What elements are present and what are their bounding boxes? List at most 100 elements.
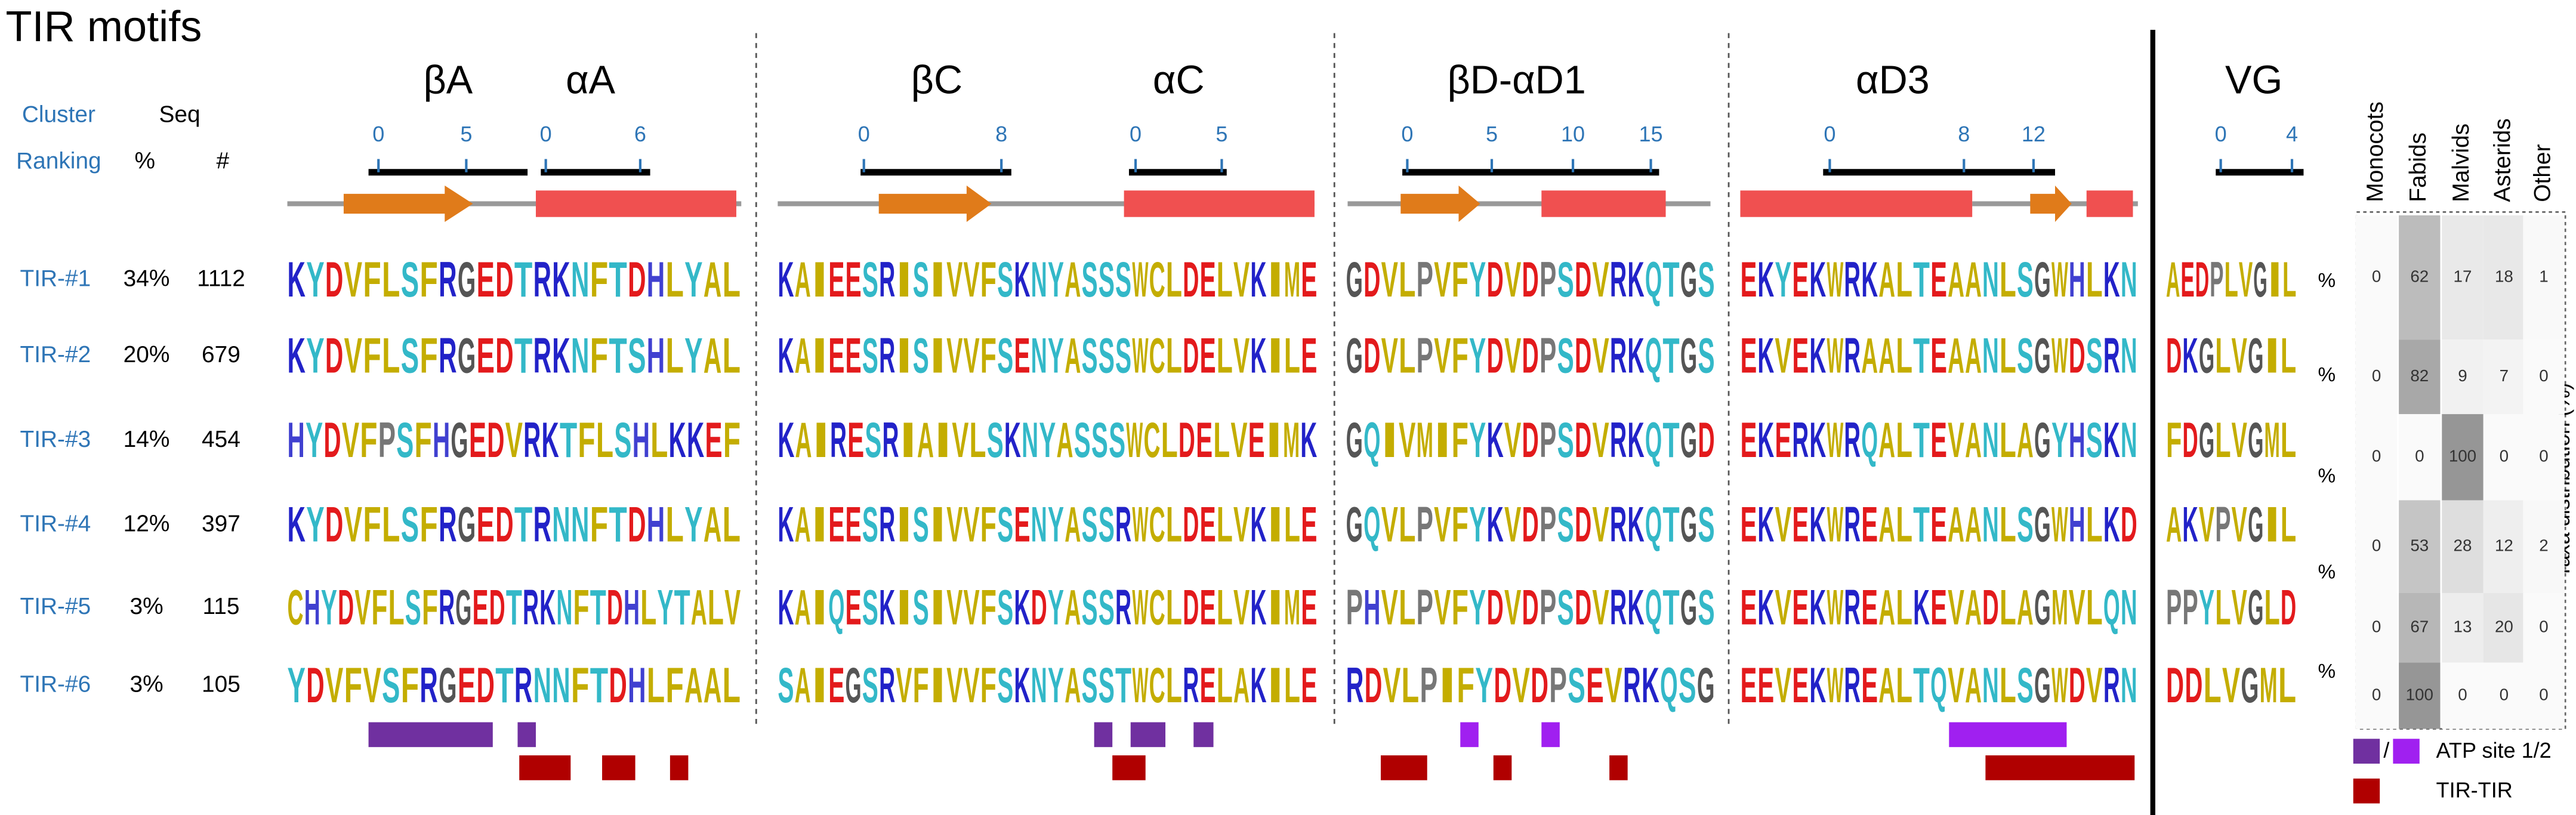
logo-letter: R bbox=[2103, 657, 2120, 713]
logo-letter: Y bbox=[306, 497, 324, 552]
logo-letter: T bbox=[1662, 328, 1679, 383]
position-label: 5 bbox=[1486, 122, 1498, 146]
heat-cell bbox=[2523, 592, 2565, 663]
logo-letter: G bbox=[1680, 328, 1697, 383]
logo-letter: Y bbox=[1048, 580, 1064, 635]
logo-letter: Y bbox=[1039, 412, 1056, 468]
heat-value: 2 bbox=[2539, 536, 2548, 555]
logo-letter: S bbox=[1099, 580, 1115, 635]
logo-letter: L bbox=[1896, 252, 1912, 307]
header-cluster: Cluster bbox=[22, 102, 95, 128]
logo-letter: R bbox=[879, 252, 895, 307]
logo-letter: F bbox=[590, 328, 608, 383]
logo-letter: N bbox=[1982, 497, 1999, 552]
logo-letter: R bbox=[439, 497, 456, 552]
logo-letter: K bbox=[1627, 328, 1644, 383]
logo-letter: D bbox=[2182, 412, 2198, 468]
logo-letter: W bbox=[1827, 252, 1843, 307]
logo-letter: Q bbox=[1861, 412, 1878, 468]
heat-cell bbox=[2442, 339, 2484, 415]
logo-letter: I bbox=[896, 580, 912, 635]
logo-letter: N bbox=[1031, 328, 1047, 383]
logo-letter: S bbox=[987, 412, 1004, 468]
logo-letter: R bbox=[1610, 412, 1627, 468]
logo-letter: S bbox=[913, 580, 929, 635]
logo-letter: K bbox=[1627, 497, 1644, 552]
logo-letter: H bbox=[2069, 412, 2086, 468]
section-label: βC bbox=[911, 58, 962, 102]
legend-swatch bbox=[2353, 739, 2380, 764]
logo-letter: V bbox=[963, 252, 979, 307]
logo-letter: F bbox=[980, 497, 997, 552]
logo-letter: W bbox=[1132, 497, 1148, 552]
logo-letter: W bbox=[1827, 657, 1843, 713]
logo-letter: V bbox=[1592, 252, 1609, 307]
logo-letter: D bbox=[2185, 657, 2202, 713]
logo-letter: S bbox=[1698, 328, 1714, 383]
logo-letter: G bbox=[2248, 412, 2263, 468]
logo-letter: S bbox=[1074, 412, 1091, 468]
logo-letter: L bbox=[1896, 412, 1912, 468]
logo-letter: L bbox=[2265, 580, 2280, 635]
percent-mark: % bbox=[2318, 364, 2336, 386]
logo-letter: F bbox=[363, 252, 381, 307]
heat-value: 100 bbox=[2406, 685, 2433, 703]
logo-letter: T bbox=[560, 412, 577, 468]
tir-tir-site bbox=[1609, 755, 1628, 780]
logo-letter: E bbox=[1014, 328, 1030, 383]
logo-letter: V bbox=[2222, 657, 2240, 713]
logo-letter: V bbox=[1592, 412, 1609, 468]
position-label: 8 bbox=[1958, 122, 1970, 146]
logo-letter: F bbox=[1452, 328, 1469, 383]
logo-letter: L bbox=[2000, 580, 2016, 635]
logo-letter: L bbox=[2215, 580, 2231, 635]
logo-letter: V bbox=[344, 497, 362, 552]
logo-letter: A bbox=[1878, 412, 1895, 468]
logo-letter: P bbox=[2182, 580, 2198, 635]
logo-letter: L bbox=[650, 412, 668, 468]
logo-letter: Y bbox=[321, 580, 337, 635]
legend-slash: / bbox=[2383, 738, 2390, 762]
heat-value: 18 bbox=[2495, 267, 2513, 285]
logo-letter: G bbox=[2248, 497, 2263, 552]
logo-letter: F bbox=[1452, 497, 1469, 552]
logo-letter: T bbox=[1115, 657, 1131, 713]
logo-letter: L bbox=[2000, 328, 2016, 383]
percent-mark: % bbox=[2318, 270, 2336, 292]
logo-letter: Q bbox=[1660, 657, 1678, 713]
logo-letter: A bbox=[795, 580, 811, 635]
logo-letter: W bbox=[2051, 252, 2068, 307]
logo-letter: P bbox=[2166, 580, 2182, 635]
tir-tir-site bbox=[1493, 755, 1512, 780]
logo-letter: S bbox=[1081, 252, 1097, 307]
logo-letter: V bbox=[1512, 657, 1530, 713]
logo-letter: H bbox=[288, 412, 305, 468]
logo-letter: S bbox=[1115, 328, 1131, 383]
logo-letter: S bbox=[778, 657, 794, 713]
position-label: 15 bbox=[1639, 122, 1662, 146]
logo-letter: L bbox=[1166, 657, 1182, 713]
cluster-name: TIR-#2 bbox=[20, 342, 91, 368]
logo-letter: S bbox=[401, 328, 419, 383]
logo-letter: K bbox=[1757, 580, 1774, 635]
logo-letter: E bbox=[1301, 580, 1317, 635]
logo-letter: K bbox=[1913, 580, 1930, 635]
cluster-count: 1112 bbox=[197, 266, 245, 291]
legend-label: TIR-TIR bbox=[2436, 778, 2513, 802]
logo-letter: V bbox=[1775, 657, 1791, 713]
logo-letter: S bbox=[1557, 580, 1574, 635]
logo-letter: T bbox=[590, 657, 608, 713]
logo-letter: G bbox=[2034, 497, 2051, 552]
logo-letter: V bbox=[325, 657, 343, 713]
logo-letter: K bbox=[2103, 252, 2120, 307]
logo-letter: Y bbox=[1475, 657, 1493, 713]
logo-letter: V bbox=[363, 657, 381, 713]
logo-letter: E bbox=[1199, 328, 1215, 383]
logo-letter: R bbox=[1610, 497, 1627, 552]
logo-letter: S bbox=[2017, 328, 2034, 383]
logo-letter: D bbox=[2069, 328, 2086, 383]
logo-letter: F bbox=[401, 657, 419, 713]
logo-letter: P bbox=[1417, 497, 1433, 552]
logo-letter: S bbox=[862, 497, 878, 552]
logo-letter: R bbox=[419, 657, 437, 713]
